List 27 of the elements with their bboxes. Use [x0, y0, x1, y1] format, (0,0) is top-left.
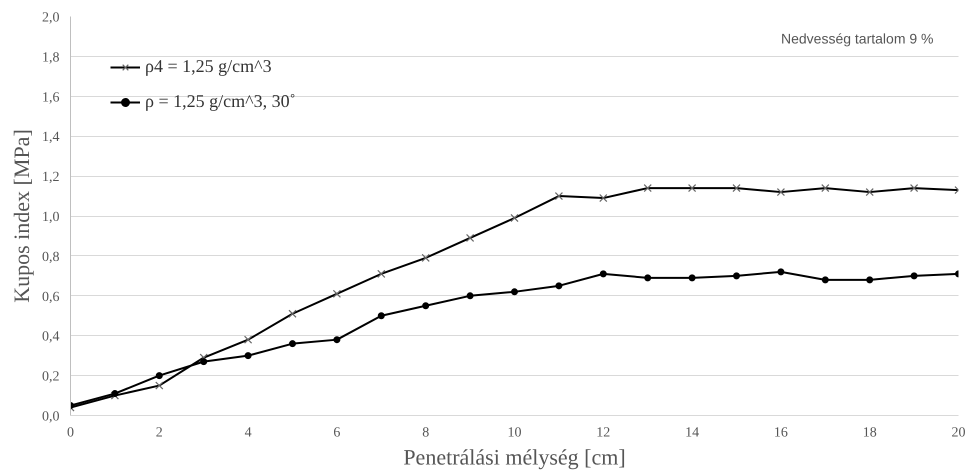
y-tick-label: 0,4 — [42, 330, 60, 345]
y-tick-label: 0,8 — [42, 250, 60, 265]
legend-label: ρ = 1,25 g/cm^3, 30˚ — [145, 91, 296, 112]
x-tick-label: 16 — [774, 426, 788, 440]
y-tick-label: 0,0 — [42, 410, 60, 424]
y-tick-label: 2,0 — [42, 10, 60, 26]
x-tick-label: 14 — [685, 426, 700, 440]
y-axis-title: Kupos index [MPa] — [9, 129, 34, 303]
x-tick-label: 12 — [596, 426, 610, 440]
x-tick-label: 20 — [952, 426, 966, 440]
x-tick-label: 4 — [244, 426, 252, 440]
y-tick-label: 1,4 — [42, 130, 60, 146]
x-axis-title: Penetrálási mélység [cm] — [403, 444, 626, 470]
y-tick-label: 1,8 — [42, 50, 60, 66]
y-tick-label: 1,6 — [42, 90, 60, 106]
x-tick-label: 18 — [862, 426, 877, 440]
y-tick-label: 1,2 — [42, 170, 60, 186]
y-tick-label: 0,6 — [42, 290, 60, 305]
x-tick-label: 2 — [156, 426, 163, 440]
y-tick-label: 1,0 — [42, 210, 60, 225]
x-tick-label: 10 — [508, 426, 522, 440]
annotation: Nedvesség tartalom 9 % — [780, 30, 934, 46]
x-tick-label: 6 — [333, 426, 340, 440]
legend-label: ρ4 = 1,25 g/cm^3 — [145, 56, 272, 77]
x-tick-label: 0 — [67, 426, 74, 440]
x-tick-label: 8 — [422, 426, 430, 440]
y-tick-label: 0,2 — [42, 370, 60, 385]
